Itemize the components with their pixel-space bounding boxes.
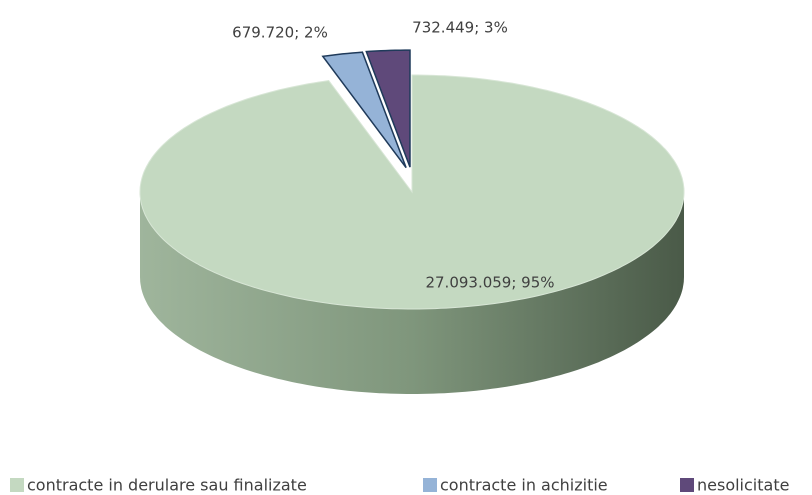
legend-label: nesolicitate	[697, 476, 789, 495]
slice	[321, 51, 407, 169]
data-label: 679.720; 2%	[232, 24, 328, 42]
slice	[365, 49, 411, 168]
legend-swatch	[10, 478, 24, 492]
slice	[139, 74, 685, 310]
legend-swatch	[680, 478, 694, 492]
legend-swatch	[423, 478, 437, 492]
data-label: 27.093.059; 95%	[425, 274, 554, 292]
slice-side	[140, 192, 684, 394]
legend-label: contracte in derulare sau finalizate	[27, 476, 307, 495]
legend-label: contracte in achizitie	[440, 476, 608, 495]
data-label: 732.449; 3%	[412, 19, 508, 37]
